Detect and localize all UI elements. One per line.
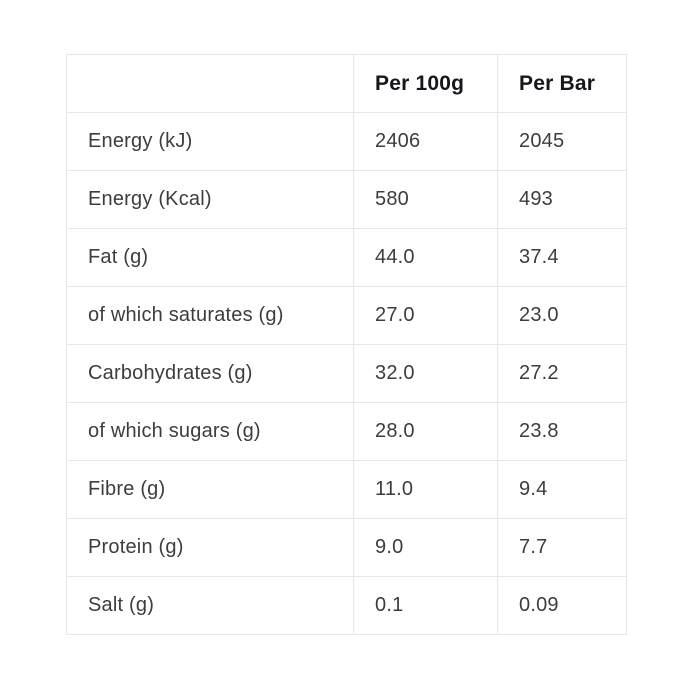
per-bar-value: 7.7 [497, 518, 627, 577]
per-100g-value: 32.0 [353, 344, 498, 403]
nutrient-label: Salt (g) [66, 576, 354, 635]
table-row: Energy (kJ) 2406 2045 [66, 112, 627, 171]
table-row: Carbohydrates (g) 32.0 27.2 [66, 344, 627, 403]
table-row: Salt (g) 0.1 0.09 [66, 576, 627, 635]
per-100g-value: 9.0 [353, 518, 498, 577]
per-bar-value: 9.4 [497, 460, 627, 519]
nutrient-label: Energy (kJ) [66, 112, 354, 171]
nutrient-label: of which saturates (g) [66, 286, 354, 345]
nutrient-label: Fat (g) [66, 228, 354, 287]
per-bar-value: 0.09 [497, 576, 627, 635]
per-100g-value: 2406 [353, 112, 498, 171]
per-bar-value: 23.0 [497, 286, 627, 345]
table-row: Protein (g) 9.0 7.7 [66, 518, 627, 577]
header-per-100g: Per 100g [353, 54, 498, 113]
nutrient-label: of which sugars (g) [66, 402, 354, 461]
nutrient-label: Fibre (g) [66, 460, 354, 519]
table-row: of which saturates (g) 27.0 23.0 [66, 286, 627, 345]
per-100g-value: 44.0 [353, 228, 498, 287]
per-bar-value: 493 [497, 170, 627, 229]
per-bar-value: 27.2 [497, 344, 627, 403]
table-row: of which sugars (g) 28.0 23.8 [66, 402, 627, 461]
nutrition-table: Per 100g Per Bar Energy (kJ) 2406 2045 E… [66, 54, 627, 635]
nutrient-label: Carbohydrates (g) [66, 344, 354, 403]
header-blank-cell [66, 54, 354, 113]
per-100g-value: 28.0 [353, 402, 498, 461]
table-header-row: Per 100g Per Bar [66, 54, 627, 113]
per-bar-value: 2045 [497, 112, 627, 171]
per-100g-value: 580 [353, 170, 498, 229]
per-100g-value: 11.0 [353, 460, 498, 519]
table-row: Energy (Kcal) 580 493 [66, 170, 627, 229]
per-bar-value: 23.8 [497, 402, 627, 461]
per-100g-value: 0.1 [353, 576, 498, 635]
nutrient-label: Protein (g) [66, 518, 354, 577]
per-bar-value: 37.4 [497, 228, 627, 287]
table-row: Fibre (g) 11.0 9.4 [66, 460, 627, 519]
table-row: Fat (g) 44.0 37.4 [66, 228, 627, 287]
header-per-bar: Per Bar [497, 54, 627, 113]
nutrient-label: Energy (Kcal) [66, 170, 354, 229]
per-100g-value: 27.0 [353, 286, 498, 345]
